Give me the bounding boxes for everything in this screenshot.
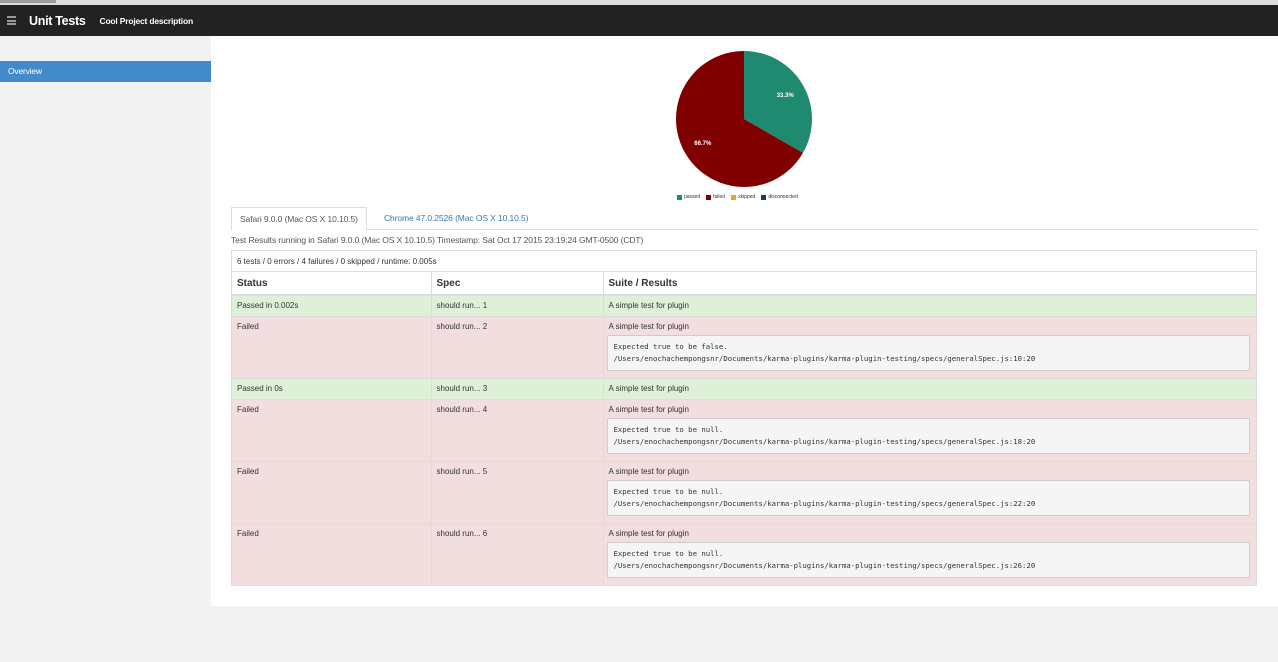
status-cell: Failed [232, 315, 431, 378]
legend-swatch [761, 194, 767, 200]
pie-slice-failed [676, 51, 803, 187]
status-cell-text: Failed [237, 466, 259, 476]
suite-cell-text: A simple test for plugin [608, 383, 689, 393]
status-cell: Failed [232, 460, 431, 523]
spec-cell: should run... 6 [430, 522, 603, 585]
spec-cell-text: should run... 1 [436, 301, 488, 310]
results-pie-chart: 33.3% 66.7% passed failed skipped disconnect… [664, 50, 824, 205]
navbar: Unit Tests Cool Project description [0, 5, 1278, 36]
table-row: Passed in 0s should run... 3 A simple test… [232, 377, 1256, 399]
error-message: Expected true to be null. /Users/enochach… [606, 479, 1250, 516]
legend-label: skipped [738, 194, 756, 200]
list-icon[interactable] [7, 16, 17, 25]
tab-safari[interactable]: Safari 9.0.0 (Mac OS X 10.10.5) [231, 207, 367, 231]
error-text: Expected true to be null. [613, 548, 724, 558]
suite-cell-text: A simple test for plugin [608, 404, 689, 414]
legend-swatch [706, 194, 712, 200]
table-row: Failed should run... 6 A simple test for p… [232, 522, 1256, 585]
legend-item-skipped: skipped [731, 194, 755, 200]
error-text: Expected true to be null. [613, 486, 724, 496]
spec-cell-text: should run... 5 [436, 466, 488, 476]
spec-cell-text: should run... 2 [436, 321, 488, 331]
error-text: Expected true to be null. [613, 424, 724, 434]
error-message: Expected true to be false. /Users/enochac… [606, 334, 1250, 371]
legend-label: failed [713, 194, 726, 200]
spec-cell-text: should run... 4 [436, 404, 488, 414]
status-cell: Failed [232, 398, 431, 461]
suite-cell: A simple test for plugin Expected true to… [602, 460, 1256, 523]
status-cell-text: Passed in 0.002s [237, 301, 299, 310]
error-text: Expected true to be false. [613, 341, 728, 351]
table-row: Failed should run... 4 A simple test for p… [232, 398, 1256, 461]
column-header-status: Status [232, 272, 431, 296]
results-summary: 6 tests / 0 errors / 4 failures / 0 skip… [232, 251, 1256, 272]
column-header-spec: Spec [430, 272, 603, 296]
pie-slice-passed [744, 51, 812, 153]
chart-legend: passed failed skipped disconnected [677, 194, 804, 200]
table-row: Passed in 0.002s should run... 1 A simple … [232, 294, 1256, 316]
status-cell-text: Failed [237, 321, 259, 331]
suite-cell: A simple test for plugin Expected true to… [602, 522, 1256, 585]
spec-cell: should run... 3 [430, 377, 603, 399]
status-cell-text: Failed [237, 528, 259, 538]
status-cell: Failed [232, 522, 431, 585]
status-cell: Passed in 0s [232, 377, 431, 399]
results-table: Status Spec Suite / Results Passed in 0.… [232, 272, 1256, 585]
status-cell: Passed in 0.002s [232, 294, 431, 316]
pie-svg: 33.3% 66.7% [676, 51, 812, 187]
error-location: /Users/enochachempongsnr/Documents/karma… [613, 498, 1036, 508]
spec-cell-text: should run... 6 [436, 528, 488, 538]
window-top-strip [0, 0, 1278, 5]
spec-cell: should run... 2 [430, 315, 603, 378]
legend-label: disconnected [768, 194, 798, 200]
legend-label: passed [684, 194, 701, 200]
table-row: Failed should run... 2 A simple test for p… [232, 315, 1256, 378]
run-timestamp: Test Results running in Safari 9.0.0 (Ma… [231, 235, 644, 245]
navbar-brand[interactable]: Unit Tests [29, 13, 86, 28]
spec-cell: should run... 4 [430, 398, 603, 461]
legend-item-failed: failed [706, 194, 725, 200]
project-description: Cool Project description [99, 15, 194, 26]
legend-item-passed: passed [677, 194, 700, 200]
suite-cell-text: A simple test for plugin [608, 301, 689, 310]
suite-cell: A simple test for plugin Expected true to… [602, 315, 1256, 378]
suite-cell-text: A simple test for plugin [608, 466, 689, 476]
error-location: /Users/enochachempongsnr/Documents/karma… [613, 436, 1036, 446]
pie-label-failed: 66.7% [694, 141, 712, 147]
window-tab-indicator [0, 0, 56, 3]
error-location: /Users/enochachempongsnr/Documents/karma… [613, 560, 1036, 570]
legend-swatch [731, 194, 737, 200]
column-header-suite: Suite / Results [602, 272, 1256, 296]
tab-chrome[interactable]: Chrome 47.0.2526 (Mac OS X 10.10.5) [384, 213, 529, 223]
pie-label-passed: 33.3% [777, 93, 795, 99]
table-header-row: Status Spec Suite / Results [232, 272, 1256, 296]
status-cell-text: Failed [237, 404, 259, 414]
sidebar: Overview [0, 36, 211, 662]
error-message: Expected true to be null. /Users/enochach… [606, 417, 1250, 454]
browser-tabs: Safari 9.0.0 (Mac OS X 10.10.5) Chrome 4… [231, 207, 1258, 231]
suite-cell: A simple test for plugin [602, 294, 1256, 316]
error-location: /Users/enochachempongsnr/Documents/karma… [613, 353, 1036, 363]
suite-cell-text: A simple test for plugin [608, 528, 689, 538]
status-cell-text: Passed in 0s [237, 383, 283, 393]
suite-cell-text: A simple test for plugin [608, 321, 689, 331]
table-row: Failed should run... 5 A simple test for p… [232, 460, 1256, 523]
suite-cell: A simple test for plugin [602, 377, 1256, 399]
legend-item-disconnected: disconnected [761, 194, 798, 200]
results-panel: 6 tests / 0 errors / 4 failures / 0 skip… [231, 250, 1257, 586]
legend-swatch [677, 194, 682, 200]
spec-cell-text: should run... 3 [436, 383, 488, 393]
spec-cell: should run... 1 [430, 294, 603, 316]
suite-cell: A simple test for plugin Expected true to… [602, 398, 1256, 461]
spec-cell: should run... 5 [430, 460, 603, 523]
sidebar-item-overview[interactable]: Overview [0, 61, 211, 82]
error-message: Expected true to be null. /Users/enochach… [606, 541, 1250, 578]
